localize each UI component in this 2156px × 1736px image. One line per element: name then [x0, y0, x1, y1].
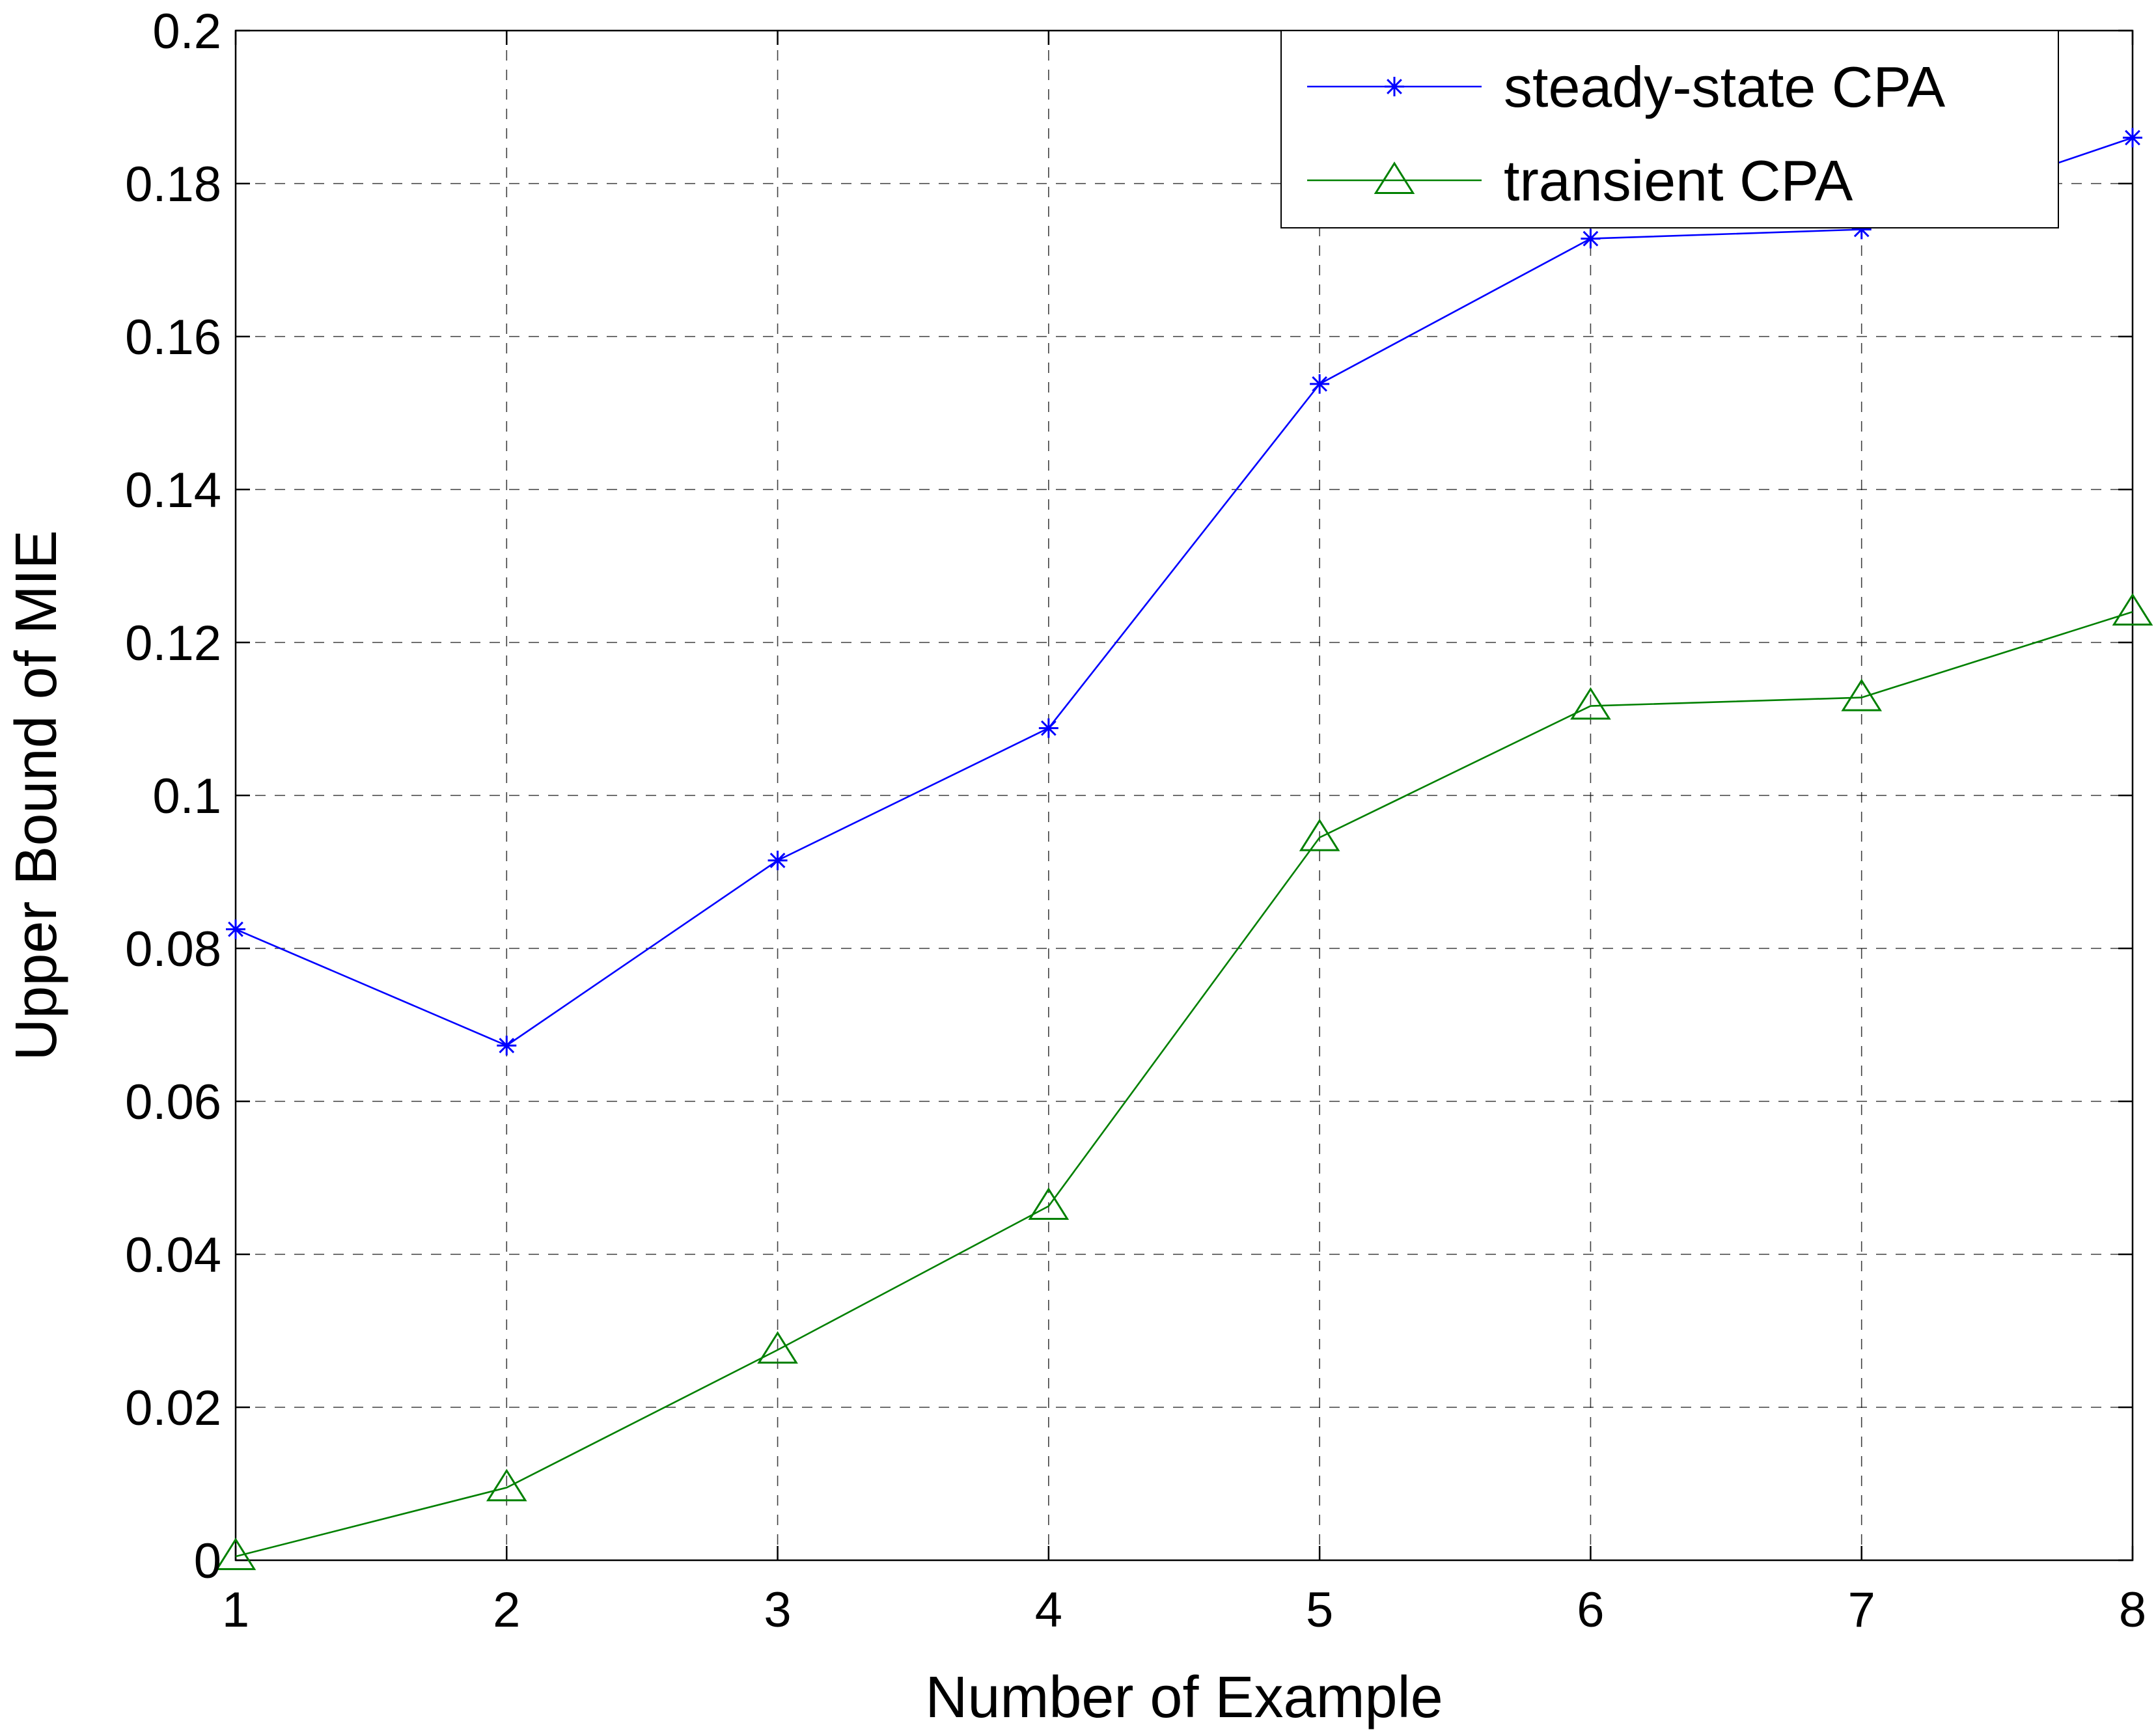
asterisk-stroke [769, 853, 786, 868]
triangle-shape [1028, 1187, 1070, 1220]
y-tick-label: 0.2 [152, 4, 221, 59]
x-axis-title: Number of Example [925, 1665, 1443, 1730]
x-tick-label: 4 [1035, 1582, 1062, 1638]
legend-label-transient: transient CPA [1504, 148, 1853, 213]
data-point-transient [486, 1468, 527, 1502]
data-point-transient [1299, 818, 1340, 851]
series-line-steady-state [235, 137, 2133, 1047]
y-tick-label: 0.18 [125, 157, 221, 212]
data-point-steady-state [226, 919, 245, 939]
tick-labels: 1 2 3 4 5 6 7 8 0 0.02 0.04 0.06 0.08 0.1 0.12 0.14 0.16… [125, 4, 2146, 1638]
y-axis-title: Upper Bound of MIE [4, 530, 69, 1060]
triangle-shape [1299, 818, 1340, 851]
data-point-transient [215, 1537, 256, 1571]
asterisk-stroke [228, 921, 243, 937]
x-tick-label: 7 [1848, 1582, 1875, 1638]
y-tick-label: 0.12 [125, 616, 221, 671]
triangle-shape [757, 1331, 798, 1364]
data-point-transient [757, 1331, 798, 1364]
data-point-transient [1028, 1187, 1070, 1220]
y-tick-label: 0.02 [125, 1381, 221, 1436]
triangle-shape [1841, 678, 1883, 711]
y-tick-label: 0.04 [125, 1228, 221, 1283]
series-line-transient [235, 611, 2133, 1558]
y-tick-label: 0.1 [152, 769, 221, 824]
data-point-steady-state [1038, 718, 1058, 738]
x-tick-label: 3 [764, 1582, 791, 1638]
data-point-steady-state [1310, 374, 1330, 394]
triangle-shape [486, 1468, 527, 1502]
x-tick-label: 2 [493, 1582, 520, 1638]
legend-box [1280, 30, 2059, 228]
series-group [215, 128, 2153, 1571]
y-tick-label: 0.08 [125, 922, 221, 977]
y-tick-label: 0.16 [125, 310, 221, 365]
triangle-shape [215, 1537, 256, 1571]
data-point-steady-state [767, 850, 788, 870]
x-tick-label: 1 [222, 1582, 249, 1638]
data-point-transient [1570, 687, 1611, 720]
x-tick-label: 6 [1577, 1582, 1604, 1638]
asterisk-stroke [1582, 230, 1599, 247]
triangle-shape [1374, 161, 1415, 194]
asterisk-stroke [499, 1038, 515, 1054]
x-tick-label: 8 [2119, 1582, 2146, 1638]
legend-marker-shape [1374, 161, 1415, 194]
data-point-steady-state [2123, 128, 2142, 148]
grid [236, 31, 2133, 1560]
legend-marker-shape [1385, 77, 1404, 96]
y-tick-label: 0 [194, 1534, 221, 1589]
legend: steady-state CPA transient CPA [1280, 30, 2059, 228]
y-tick-label: 0.14 [125, 463, 221, 518]
legend-marker-steady-state [1385, 77, 1404, 96]
x-tick-label: 5 [1306, 1582, 1333, 1638]
asterisk-stroke [1040, 720, 1057, 736]
plot-area [236, 31, 2133, 1560]
asterisk-stroke [1312, 376, 1328, 392]
legend-marker-transient [1374, 161, 1415, 194]
y-tick-label: 0.06 [125, 1075, 221, 1130]
triangle-shape [2112, 593, 2153, 626]
legend-label-steady-state: steady-state CPA [1504, 55, 1946, 119]
data-point-steady-state [497, 1036, 517, 1056]
data-point-transient [1841, 678, 1883, 711]
data-point-transient [2112, 593, 2153, 626]
asterisk-stroke [2125, 130, 2140, 146]
triangle-shape [1570, 687, 1611, 720]
data-point-steady-state [1581, 228, 1601, 249]
asterisk-stroke [1387, 79, 1402, 94]
